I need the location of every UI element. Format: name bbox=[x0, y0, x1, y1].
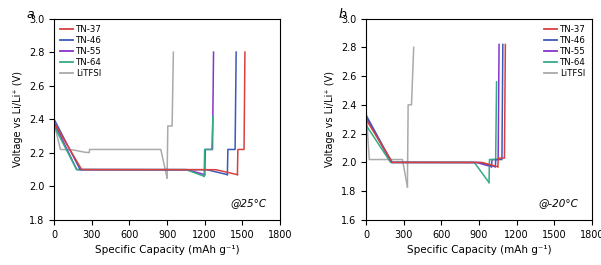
Y-axis label: Voltage vs Li/Li⁺ (V): Voltage vs Li/Li⁺ (V) bbox=[325, 71, 335, 167]
Legend: TN-37, TN-46, TN-55, TN-64, LiTFSI: TN-37, TN-46, TN-55, TN-64, LiTFSI bbox=[58, 23, 104, 80]
Text: b: b bbox=[339, 8, 347, 21]
X-axis label: Specific Capacity (mAh g⁻¹): Specific Capacity (mAh g⁻¹) bbox=[407, 245, 551, 255]
Text: @25°C: @25°C bbox=[230, 198, 266, 208]
Y-axis label: Voltage vs Li/Li⁺ (V): Voltage vs Li/Li⁺ (V) bbox=[13, 71, 23, 167]
Text: a: a bbox=[27, 8, 35, 21]
X-axis label: Specific Capacity (mAh g⁻¹): Specific Capacity (mAh g⁻¹) bbox=[95, 245, 239, 255]
Text: @-20°C: @-20°C bbox=[538, 198, 578, 208]
Legend: TN-37, TN-46, TN-55, TN-64, LiTFSI: TN-37, TN-46, TN-55, TN-64, LiTFSI bbox=[542, 23, 588, 80]
